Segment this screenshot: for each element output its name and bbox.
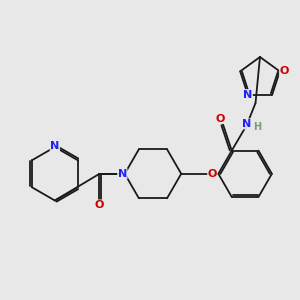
Text: H: H — [253, 122, 261, 132]
Text: N: N — [50, 140, 59, 151]
Text: N: N — [118, 169, 127, 179]
Text: O: O — [280, 66, 289, 76]
Text: O: O — [208, 169, 217, 179]
Text: O: O — [215, 113, 224, 124]
Text: N: N — [243, 90, 252, 100]
Text: N: N — [242, 119, 251, 129]
Text: O: O — [95, 200, 104, 210]
